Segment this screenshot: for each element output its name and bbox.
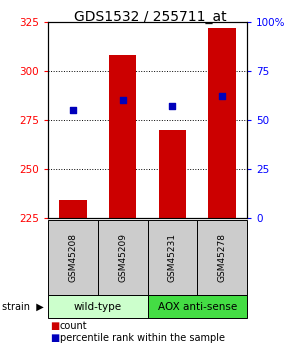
Text: GSM45208: GSM45208: [68, 233, 77, 282]
Text: percentile rank within the sample: percentile rank within the sample: [60, 333, 225, 343]
Bar: [59, 200, 87, 218]
Text: GDS1532 / 255711_at: GDS1532 / 255711_at: [74, 10, 226, 24]
Text: GSM45209: GSM45209: [118, 233, 127, 282]
Text: wild-type: wild-type: [74, 302, 122, 312]
Point: [220, 94, 224, 99]
Point: [170, 104, 175, 109]
Text: GSM45231: GSM45231: [168, 233, 177, 282]
Bar: [159, 130, 186, 218]
Text: ■: ■: [50, 321, 59, 331]
Bar: [208, 28, 236, 218]
Text: ■: ■: [50, 333, 59, 343]
Text: GSM45278: GSM45278: [218, 233, 226, 282]
Text: AOX anti-sense: AOX anti-sense: [158, 302, 237, 312]
Text: count: count: [60, 321, 88, 331]
Bar: [109, 55, 136, 218]
Point: [120, 98, 125, 103]
Point: [70, 107, 75, 113]
Text: strain  ▶: strain ▶: [2, 302, 44, 312]
